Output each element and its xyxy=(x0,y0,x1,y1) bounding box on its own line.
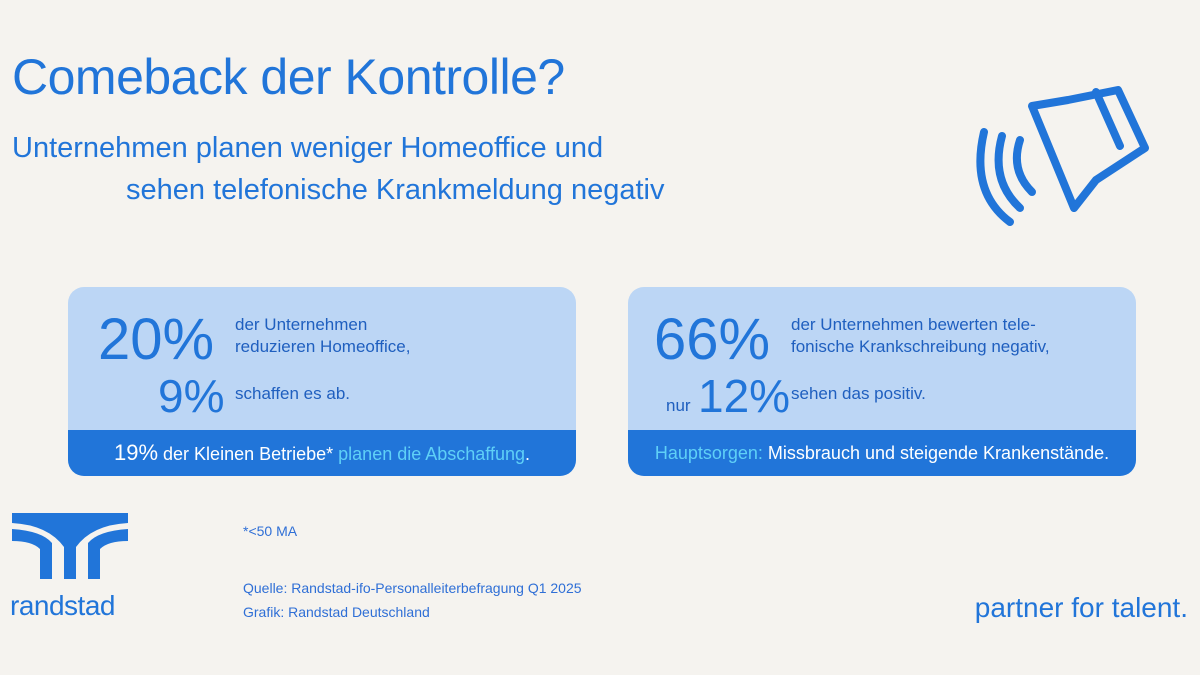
slogan: partner for talent. xyxy=(974,592,1188,623)
main-text: reduzieren Homeoffice, xyxy=(235,337,411,356)
source: Grafik: Randstad Deutschland xyxy=(243,604,430,620)
second-text: schaffen es ab. xyxy=(235,384,350,403)
title: Comeback der Kontrolle? xyxy=(12,49,565,105)
main-text: der Unternehmen bewerten tele- xyxy=(791,315,1036,334)
megaphone-icon xyxy=(976,86,1149,226)
card: 66% der Unternehmen bewerten tele- fonis… xyxy=(628,287,1136,476)
card-footer: 19% der Kleinen Betriebe* planen die Abs… xyxy=(68,430,576,476)
subtitle: sehen telefonische Krankmeldung negativ xyxy=(126,174,665,206)
main-number: 66% xyxy=(654,307,771,372)
prefix: nur xyxy=(666,396,691,415)
card-footer: Hauptsorgen: Missbrauch und steigende Kr… xyxy=(628,430,1136,476)
second-text: sehen das positiv. xyxy=(791,384,926,403)
second-number: 12% xyxy=(698,370,791,422)
subtitle: Unternehmen planen weniger Homeoffice un… xyxy=(12,132,604,164)
second-number: 9% xyxy=(158,370,225,422)
footer-highlight: Hauptsorgen: xyxy=(654,443,763,463)
logo-text: randstad xyxy=(10,590,115,621)
footnote: *<50 MA xyxy=(243,523,298,539)
footer-number: 19% xyxy=(113,440,159,465)
source: Quelle: Randstad-ifo-Personalleiterbefra… xyxy=(243,580,582,596)
card: 20% der Unternehmen reduzieren Homeoffic… xyxy=(68,287,576,476)
logo-mark xyxy=(12,513,128,579)
main-text: der Unternehmen xyxy=(235,315,368,334)
footer-text: Missbrauch und steigende Krankenstände. xyxy=(762,443,1110,463)
footer-text: der Kleinen Betriebe* xyxy=(158,444,339,464)
main-text: fonische Krankschreibung negativ, xyxy=(791,337,1050,356)
footer-text: . xyxy=(525,444,531,464)
footer-highlight: planen die Abschaffung xyxy=(338,444,525,464)
main-number: 20% xyxy=(98,307,215,372)
